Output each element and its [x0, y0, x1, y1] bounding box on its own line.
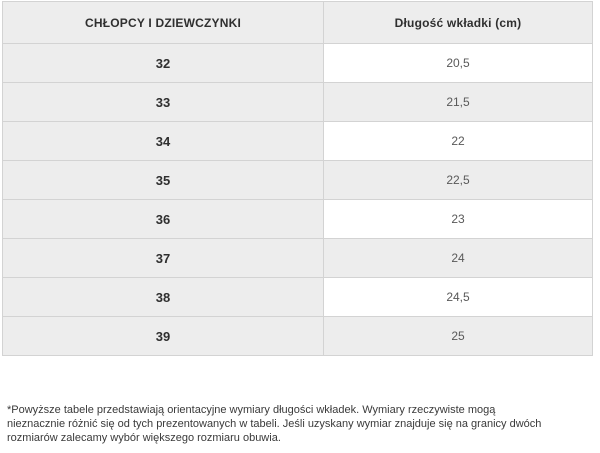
column-header-sizes: CHŁOPCY I DZIEWCZYNKI: [2, 1, 324, 44]
table-row: 39 25: [2, 316, 593, 356]
table-row: 33 21,5: [2, 82, 593, 122]
table-row: 32 20,5: [2, 43, 593, 83]
length-cell: 23: [323, 199, 593, 239]
table-row: 35 22,5: [2, 160, 593, 200]
table-header-row: CHŁOPCY I DZIEWCZYNKI Długość wkładki (c…: [2, 1, 593, 44]
size-cell: 35: [2, 160, 324, 200]
footnote-line: *Powyższe tabele przedstawiają orientacy…: [7, 404, 496, 416]
length-cell: 24,5: [323, 277, 593, 317]
table-row: 34 22: [2, 121, 593, 161]
size-guide-footnote: *Powyższe tabele przedstawiają orientacy…: [7, 403, 600, 445]
table-row: 38 24,5: [2, 277, 593, 317]
length-cell: 24: [323, 238, 593, 278]
size-cell: 37: [2, 238, 324, 278]
length-cell: 25: [323, 316, 593, 356]
length-cell: 20,5: [323, 43, 593, 83]
length-cell: 21,5: [323, 82, 593, 122]
length-cell: 22: [323, 121, 593, 161]
size-cell: 34: [2, 121, 324, 161]
size-cell: 36: [2, 199, 324, 239]
size-table: CHŁOPCY I DZIEWCZYNKI Długość wkładki (c…: [2, 1, 593, 356]
table-row: 37 24: [2, 238, 593, 278]
footnote-line: nieznacznie różnić się od tych prezentow…: [7, 418, 542, 430]
size-cell: 33: [2, 82, 324, 122]
table-row: 36 23: [2, 199, 593, 239]
footnote-line: rozmiarów zalecamy wybór większego rozmi…: [7, 432, 281, 444]
column-header-insole-length: Długość wkładki (cm): [323, 1, 593, 44]
size-cell: 39: [2, 316, 324, 356]
length-cell: 22,5: [323, 160, 593, 200]
size-cell: 38: [2, 277, 324, 317]
size-cell: 32: [2, 43, 324, 83]
